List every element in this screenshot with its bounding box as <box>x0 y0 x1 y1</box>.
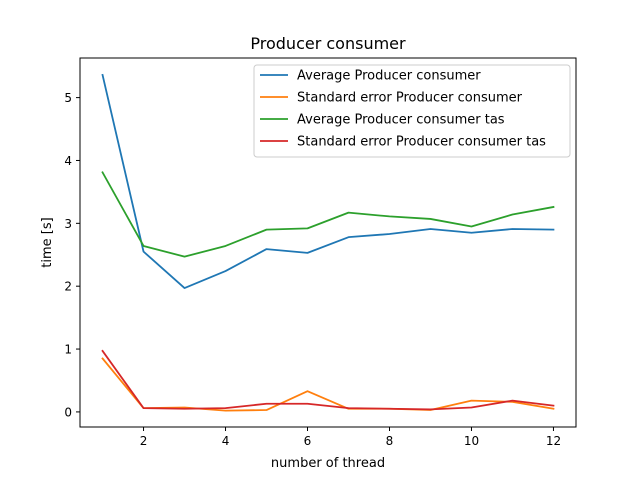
y-tick-label: 4 <box>64 154 72 168</box>
plot-area <box>101 73 555 412</box>
y-axis-label: time [s] <box>40 217 55 267</box>
legend-label: Average Producer consumer <box>297 69 481 84</box>
legend-label: Standard error Producer consumer <box>297 91 523 106</box>
y-axis: 0 1 2 3 4 5 <box>64 91 80 419</box>
x-axis-label: number of thread <box>271 456 385 471</box>
x-tick-label: 12 <box>546 434 561 448</box>
legend-label: Average Producer consumer tas <box>297 113 505 128</box>
x-tick-label: 4 <box>222 434 230 448</box>
y-tick-label: 5 <box>64 91 72 105</box>
y-tick-label: 2 <box>64 280 72 294</box>
y-tick-label: 1 <box>64 343 72 357</box>
legend: Average Producer consumer Standard error … <box>253 64 571 158</box>
axes-frame <box>79 57 577 428</box>
series-line-1 <box>101 73 555 289</box>
legend-label: Standard error Producer consumer tas <box>297 135 546 150</box>
y-tick-label: 3 <box>64 217 72 231</box>
y-tick-label: 0 <box>64 405 72 419</box>
series-line-4 <box>101 349 555 411</box>
series-line-3 <box>101 171 555 258</box>
chart-title: Producer consumer <box>250 34 406 53</box>
x-tick-label: 2 <box>140 434 148 448</box>
x-axis: 2 4 6 8 10 12 <box>140 427 561 448</box>
x-tick-label: 6 <box>304 434 312 448</box>
series-line-2 <box>101 357 555 412</box>
legend-box <box>253 64 571 158</box>
x-tick-label: 8 <box>386 434 394 448</box>
x-tick-label: 10 <box>464 434 479 448</box>
